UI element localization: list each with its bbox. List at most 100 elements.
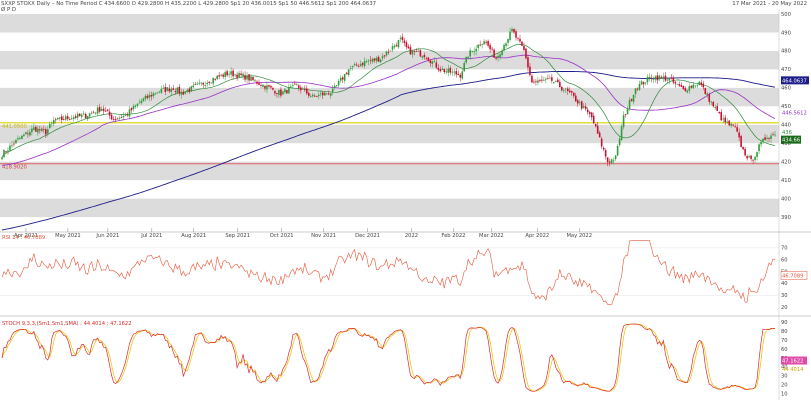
candle-body xyxy=(98,106,101,112)
candle-body xyxy=(337,81,340,86)
candle-body xyxy=(600,138,603,147)
candle-body xyxy=(680,85,683,87)
candle-body xyxy=(720,112,723,121)
candle-body xyxy=(242,73,244,77)
candle-body xyxy=(578,102,581,104)
candle-body xyxy=(658,75,661,80)
candle-body xyxy=(290,86,292,88)
candle-body xyxy=(80,114,83,117)
candle-body xyxy=(537,80,539,83)
candle-body xyxy=(52,120,55,124)
candle-body xyxy=(104,110,107,112)
candle-body xyxy=(441,68,444,71)
price-band xyxy=(0,161,779,181)
candle-body xyxy=(660,76,663,78)
candle-body xyxy=(590,112,593,118)
candle-body xyxy=(102,108,105,111)
candle-body xyxy=(254,80,256,82)
candle-body xyxy=(162,87,165,89)
candle-body xyxy=(515,31,517,38)
candle-body xyxy=(570,91,573,93)
candle-body xyxy=(746,156,748,159)
candle-body xyxy=(762,138,764,142)
candles xyxy=(1,26,776,167)
candle-body xyxy=(728,120,730,126)
candle-body xyxy=(35,126,37,132)
candle-body xyxy=(708,94,711,102)
candle-body xyxy=(240,73,242,76)
candle-body xyxy=(610,159,613,163)
candle-body xyxy=(1,157,3,160)
candle-body xyxy=(218,75,220,77)
candle-body xyxy=(329,93,332,96)
candle-body xyxy=(208,81,210,83)
candle-body xyxy=(409,47,412,55)
y-tick-label: 460 xyxy=(781,86,791,92)
candle-body xyxy=(62,118,65,120)
candle-body xyxy=(567,88,569,92)
candle-body xyxy=(180,92,183,95)
candle-body xyxy=(704,88,707,95)
candle-body xyxy=(692,84,695,89)
candle-body xyxy=(624,114,627,115)
candle-body xyxy=(300,87,302,91)
candle-body xyxy=(405,42,408,48)
candle-body xyxy=(122,115,125,118)
stoch-y-label: 10 xyxy=(781,391,788,397)
candle-body xyxy=(317,94,320,97)
candle-body xyxy=(682,86,685,90)
candle-body xyxy=(732,124,734,126)
candle-body xyxy=(331,88,334,92)
x-tick-label: May 2021 xyxy=(55,233,81,239)
candle-body xyxy=(551,77,553,81)
candle-body xyxy=(483,41,485,45)
candle-body xyxy=(527,57,529,68)
candle-body xyxy=(142,98,145,102)
candle-body xyxy=(325,93,328,95)
stoch-y-label: 40 xyxy=(781,365,788,371)
candle-body xyxy=(140,100,143,104)
candle-body xyxy=(148,94,151,98)
candle-body xyxy=(467,56,469,58)
candle-body xyxy=(232,70,234,77)
candle-body xyxy=(258,82,260,85)
candle-body xyxy=(626,108,629,115)
candle-body xyxy=(539,80,541,81)
candle-body xyxy=(341,77,344,80)
candle-body xyxy=(642,82,645,85)
x-tick-label: Aug 2021 xyxy=(181,233,206,239)
candle-body xyxy=(622,115,625,128)
candle-body xyxy=(264,85,266,89)
candle-body xyxy=(501,50,503,55)
candle-body xyxy=(311,94,314,97)
candle-body xyxy=(260,85,262,86)
rsi-label: RSI 14 : 46.7089 xyxy=(2,235,45,241)
candle-body xyxy=(604,150,607,157)
chart-subheader: Ø P D xyxy=(1,7,17,13)
candle-body xyxy=(116,118,119,120)
candle-body xyxy=(210,82,212,84)
candle-body xyxy=(272,88,274,90)
candle-body xyxy=(768,138,770,139)
candle-body xyxy=(672,77,675,83)
candle-body xyxy=(379,59,382,63)
candle-body xyxy=(88,113,91,117)
candle-body xyxy=(630,98,633,101)
candle-body xyxy=(5,151,7,153)
candle-body xyxy=(638,83,641,90)
rsi-value: 46.7089 xyxy=(782,273,803,279)
candle-body xyxy=(503,44,505,51)
candle-body xyxy=(586,109,589,113)
candle-body xyxy=(742,146,744,150)
candle-body xyxy=(421,56,424,58)
candle-body xyxy=(690,85,693,88)
candle-body xyxy=(114,118,117,120)
candle-body xyxy=(68,119,71,120)
y-tick-label: 490 xyxy=(781,30,791,36)
candle-body xyxy=(646,76,649,83)
candle-body xyxy=(497,55,499,58)
candle-body xyxy=(144,95,147,99)
x-tick-label: Mar 2022 xyxy=(479,233,504,239)
candle-body xyxy=(13,143,15,145)
